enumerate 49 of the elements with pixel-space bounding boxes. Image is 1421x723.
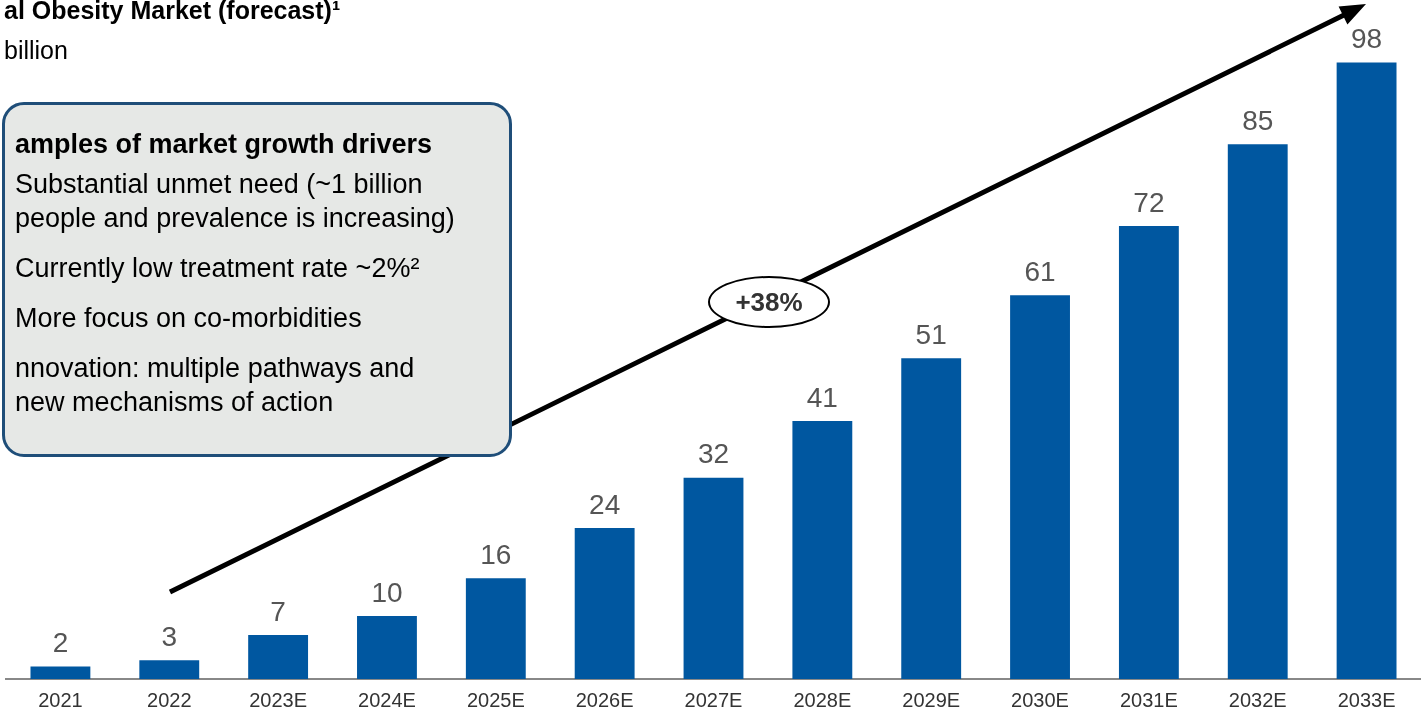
annotation: Substantial unmet need (~1 billion [15, 168, 424, 201]
data-label: 10 [371, 576, 403, 608]
bar [1227, 144, 1288, 679]
data-label: 24 [589, 488, 621, 520]
data-label: 51 [915, 318, 947, 350]
bar [1010, 295, 1070, 679]
data-label: 3 [161, 620, 178, 652]
data-label: 61 [1024, 256, 1056, 288]
x-tick-label: 2023E [249, 688, 308, 711]
bar [30, 666, 91, 679]
bar [248, 634, 309, 679]
bar [792, 421, 853, 679]
annotation: More focus on co-morbidities [15, 302, 363, 335]
annotation: Currently low treatment rate ~2%² [15, 252, 421, 285]
data-label: 72 [1133, 186, 1165, 218]
bar [1118, 226, 1179, 679]
x-tick-label: 2029E [902, 688, 961, 711]
bar [574, 528, 635, 679]
annotation: +38% [708, 276, 830, 328]
data-label: 7 [270, 595, 286, 627]
x-tick-label: 2033E [1337, 688, 1396, 711]
x-tick-label: 2031E [1119, 688, 1178, 711]
x-tick-label: 2025E [466, 688, 525, 711]
bar [465, 578, 526, 679]
annotation: people and prevalence is increasing) [15, 202, 456, 235]
x-tick-label: 2026E [575, 688, 634, 711]
data-label: 16 [480, 539, 512, 571]
bar [901, 358, 962, 679]
bar [683, 477, 744, 679]
x-tick-label: 2021 [38, 688, 83, 711]
data-label: 98 [1351, 23, 1383, 55]
x-tick-label: 2022 [147, 688, 192, 711]
data-label: 85 [1242, 105, 1274, 137]
data-label: 41 [806, 381, 838, 413]
bar [1336, 62, 1397, 679]
x-tick-label: 2028E [793, 688, 852, 711]
chart-title: al Obesity Market (forecast)¹ [4, 0, 341, 25]
annotation: amples of market growth drivers [15, 128, 434, 161]
annotation: new mechanisms of action [15, 386, 335, 419]
x-tick-label: 2027E [684, 688, 743, 711]
data-label: 32 [697, 438, 730, 470]
chart-subtitle: billion [4, 36, 68, 65]
data-label: 2 [52, 627, 69, 659]
x-tick-label: 2024E [358, 688, 416, 711]
bar [139, 660, 200, 679]
x-tick-label: 2032E [1228, 688, 1287, 711]
annotation: nnovation: multiple pathways and [15, 352, 416, 385]
x-tick-label: 2030E [1011, 688, 1069, 711]
bar [357, 616, 417, 679]
